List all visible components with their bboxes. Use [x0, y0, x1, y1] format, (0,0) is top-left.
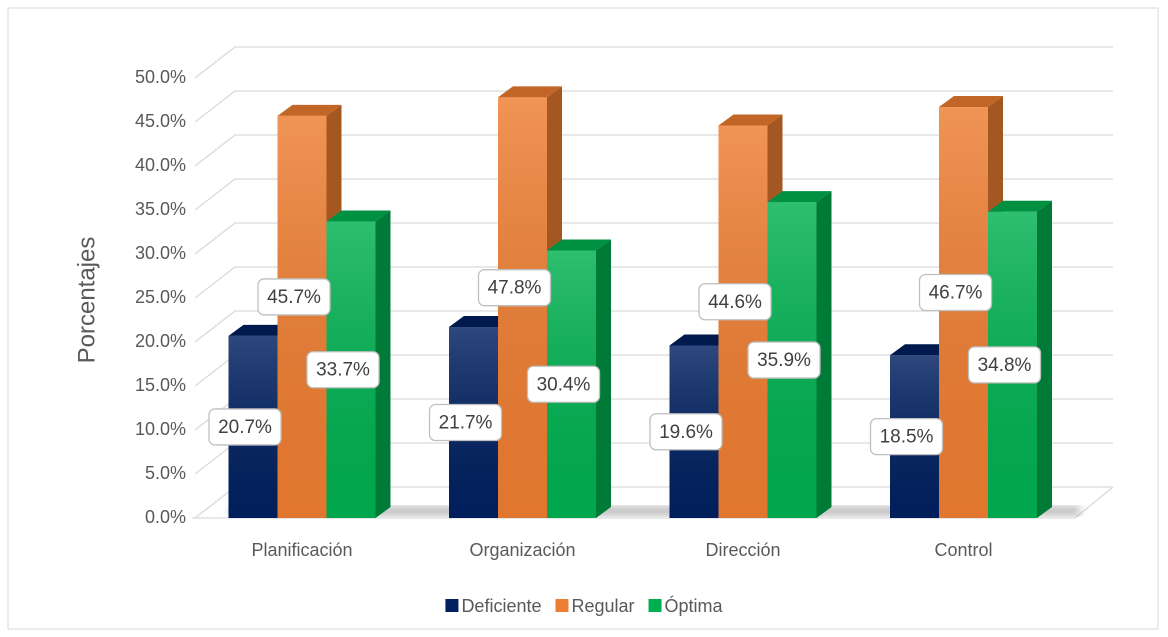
data-label-box [257, 278, 331, 316]
bar-top [669, 334, 734, 346]
legend-label: Regular [571, 596, 634, 616]
bar-top-shade [228, 324, 293, 336]
bar-side-shade [816, 191, 832, 518]
bar-top [939, 96, 1003, 108]
floor-shadow [230, 506, 1080, 516]
grid-line [194, 46, 1113, 79]
data-label-box [698, 283, 772, 321]
x-tick-label: Planificación [251, 540, 352, 560]
bar-top-shade [326, 210, 391, 222]
bar-top-shade [767, 191, 832, 203]
legend-label: Deficiente [461, 596, 541, 616]
y-tick-label: 45.0% [135, 111, 186, 131]
bar-side-shade [596, 239, 611, 519]
grid-line [194, 178, 1113, 211]
data-label-box [477, 269, 552, 307]
data-label: 44.6% [708, 292, 762, 313]
data-label: 45.7% [267, 287, 321, 308]
bar-top-shade [939, 96, 1003, 108]
data-label: 34.8% [978, 355, 1032, 376]
bar-top [767, 191, 832, 203]
data-label: 46.7% [929, 283, 983, 304]
bar-side-shade [375, 210, 391, 518]
legend-swatch [445, 599, 459, 612]
data-label-box [747, 341, 821, 379]
data-label: 47.8% [488, 278, 542, 299]
legend-swatch [555, 599, 569, 612]
data-label: 30.4% [537, 374, 591, 395]
y-tick-label: 25.0% [135, 287, 186, 307]
bar-top [326, 210, 391, 222]
legend-label: Óptima [665, 595, 724, 616]
bar-side [596, 239, 611, 519]
x-tick-label: Dirección [705, 540, 780, 560]
data-label-box [918, 273, 993, 312]
x-tick-label: Control [934, 540, 992, 560]
bar-top [988, 200, 1052, 212]
bar-shine [939, 107, 988, 518]
bar-side [375, 210, 391, 518]
bar-shine [498, 97, 547, 519]
bar-side [816, 191, 832, 518]
data-label: 19.6% [659, 422, 713, 443]
bar-top-shade [718, 114, 783, 126]
bar-top [498, 86, 562, 98]
data-label-box [306, 351, 380, 389]
grid-line [194, 134, 1113, 167]
data-label-box [208, 408, 282, 446]
data-label: 20.7% [218, 417, 272, 438]
bar-top [228, 324, 293, 336]
y-tick-label: 0.0% [145, 507, 186, 527]
data-label: 33.7% [316, 360, 370, 381]
y-tick-label: 20.0% [135, 331, 186, 351]
bar-top-shade [277, 104, 342, 116]
data-label-box [967, 346, 1042, 384]
legend-swatch [648, 599, 662, 612]
bar-top [718, 114, 783, 126]
bar-top [277, 104, 342, 116]
y-tick-label: 50.0% [135, 67, 186, 87]
data-label: 18.5% [880, 427, 934, 448]
bar-top [547, 239, 611, 251]
y-tick-label: 30.0% [135, 243, 186, 263]
data-label-box [526, 365, 601, 403]
bar-top-shade [498, 86, 562, 98]
y-tick-label: 40.0% [135, 155, 186, 175]
bar-side [1037, 200, 1052, 518]
y-tick-label: 5.0% [145, 463, 186, 483]
bar-top [890, 344, 954, 356]
y-tick-label: 10.0% [135, 419, 186, 439]
x-tick-label: Organización [469, 540, 575, 560]
grid-line [194, 90, 1113, 123]
y-tick-label: 35.0% [135, 199, 186, 219]
data-label: 35.9% [757, 350, 811, 371]
bar-shine [277, 115, 327, 518]
bar-top-shade [890, 344, 954, 356]
data-label-box [869, 417, 944, 456]
data-label: 21.7% [439, 413, 493, 434]
bar-shine [718, 125, 768, 519]
y-tick-label: 15.0% [135, 375, 186, 395]
bar-top [449, 316, 513, 328]
bar-top-shade [988, 200, 1052, 212]
bar-top-shade [547, 239, 611, 251]
bar-side-shade [1037, 200, 1052, 518]
legend: Deficiente Regular Óptima [445, 595, 724, 616]
data-label-box [428, 403, 503, 442]
y-axis-title: Porcentajes [73, 237, 100, 364]
bar-top-shade [449, 316, 513, 328]
data-label-box [649, 413, 723, 451]
bar-top-shade [669, 334, 734, 346]
